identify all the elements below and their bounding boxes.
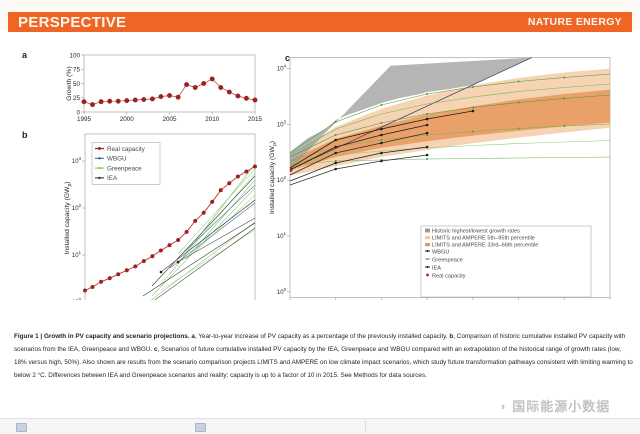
svg-text:2010: 2010 [205,116,220,123]
svg-text:1995: 1995 [77,116,92,123]
svg-text:101: 101 [277,231,287,240]
svg-text:WBGU: WBGU [107,156,127,163]
svg-text:Greenpeace: Greenpeace [107,165,142,172]
svg-text:IEA: IEA [107,175,118,182]
svg-text:LIMITS and AMPERE 5th–95th per: LIMITS and AMPERE 5th–95th percentile [432,235,535,241]
svg-text:2015: 2015 [248,116,263,123]
svg-text:Real capacity: Real capacity [432,273,466,279]
svg-text:WBGU: WBGU [432,249,449,255]
svg-text:a: a [22,50,28,60]
svg-text:Greenpeace: Greenpeace [432,257,463,263]
svg-text:50: 50 [73,81,81,88]
svg-text:103: 103 [72,156,82,165]
svg-text:Installed capacity (GWp): Installed capacity (GWp) [64,181,73,254]
svg-text:25: 25 [73,95,81,102]
svg-text:101: 101 [72,250,82,259]
svg-text:c: c [285,53,290,63]
svg-text:Historic highest/lowest growth: Historic highest/lowest growth rates [432,228,520,234]
svg-text:102: 102 [277,175,287,184]
svg-text:LIMITS and AMPERE 33rd–66th pe: LIMITS and AMPERE 33rd–66th percentile [432,242,538,248]
svg-text:Growth (%): Growth (%) [66,66,73,100]
svg-text:Real capacity: Real capacity [107,146,146,153]
svg-text:104: 104 [277,64,287,73]
svg-text:75: 75 [73,67,81,74]
svg-text:103: 103 [277,119,287,128]
svg-text:b: b [22,130,28,140]
svg-text:IEA: IEA [432,265,441,271]
svg-text:2005: 2005 [162,116,177,123]
svg-text:100: 100 [69,53,80,60]
svg-text:102: 102 [72,203,82,212]
svg-text:2000: 2000 [120,116,135,123]
svg-text:100: 100 [72,297,82,300]
svg-text:100: 100 [277,287,287,296]
